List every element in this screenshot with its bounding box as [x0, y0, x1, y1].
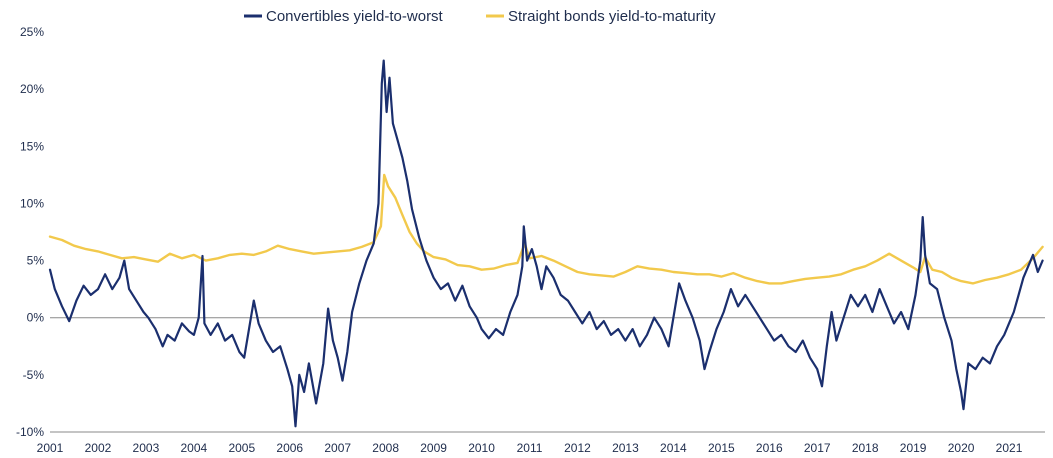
x-tick-label: 2019 — [900, 441, 927, 455]
legend: Convertibles yield-to-worst Straight bon… — [244, 8, 716, 25]
legend-label-straight-bonds: Straight bonds yield-to-maturity — [508, 8, 716, 25]
x-tick-label: 2012 — [564, 441, 591, 455]
y-tick-label: 0% — [27, 311, 45, 325]
x-tick-label: 2014 — [660, 441, 687, 455]
x-tick-label: 2007 — [324, 441, 351, 455]
y-tick-label: -5% — [23, 368, 45, 382]
y-tick-label: 10% — [20, 196, 44, 210]
x-tick-label: 2008 — [372, 441, 399, 455]
x-tick-label: 2001 — [37, 441, 64, 455]
y-tick-label: 20% — [20, 82, 44, 96]
legend-item-straight-bonds: Straight bonds yield-to-maturity — [486, 8, 716, 25]
y-axis: -10% -5% 0% 5% 10% 15% 20% 25% — [16, 25, 1045, 439]
x-tick-label: 2005 — [228, 441, 255, 455]
y-tick-label: -10% — [16, 425, 44, 439]
x-tick-label: 2020 — [948, 441, 975, 455]
y-tick-label: 15% — [20, 139, 44, 153]
series-line-straight-bonds — [48, 173, 1044, 285]
x-tick-label: 2016 — [756, 441, 783, 455]
legend-item-convertibles: Convertibles yield-to-worst — [244, 8, 444, 25]
x-tick-label: 2013 — [612, 441, 639, 455]
x-tick-label: 2009 — [420, 441, 447, 455]
x-tick-label: 2015 — [708, 441, 735, 455]
x-tick-label: 2006 — [276, 441, 303, 455]
x-tick-label: 2010 — [468, 441, 495, 455]
x-tick-label: 2004 — [181, 441, 208, 455]
y-tick-label: 5% — [27, 254, 45, 268]
y-tick-label: 25% — [20, 25, 44, 39]
series-layer — [48, 59, 1044, 428]
x-axis: 2001 2002 2003 2004 2005 2006 2007 2008 2009 2010… — [37, 431, 1045, 455]
x-tick-label: 2002 — [85, 441, 112, 455]
x-tick-label: 2021 — [996, 441, 1023, 455]
series-line-convertibles — [48, 59, 1044, 428]
x-tick-label: 2003 — [133, 441, 160, 455]
x-tick-label: 2017 — [804, 441, 831, 455]
legend-label-convertibles: Convertibles yield-to-worst — [266, 8, 444, 25]
x-tick-label: 2018 — [852, 441, 879, 455]
x-tick-label: 2011 — [517, 441, 543, 455]
